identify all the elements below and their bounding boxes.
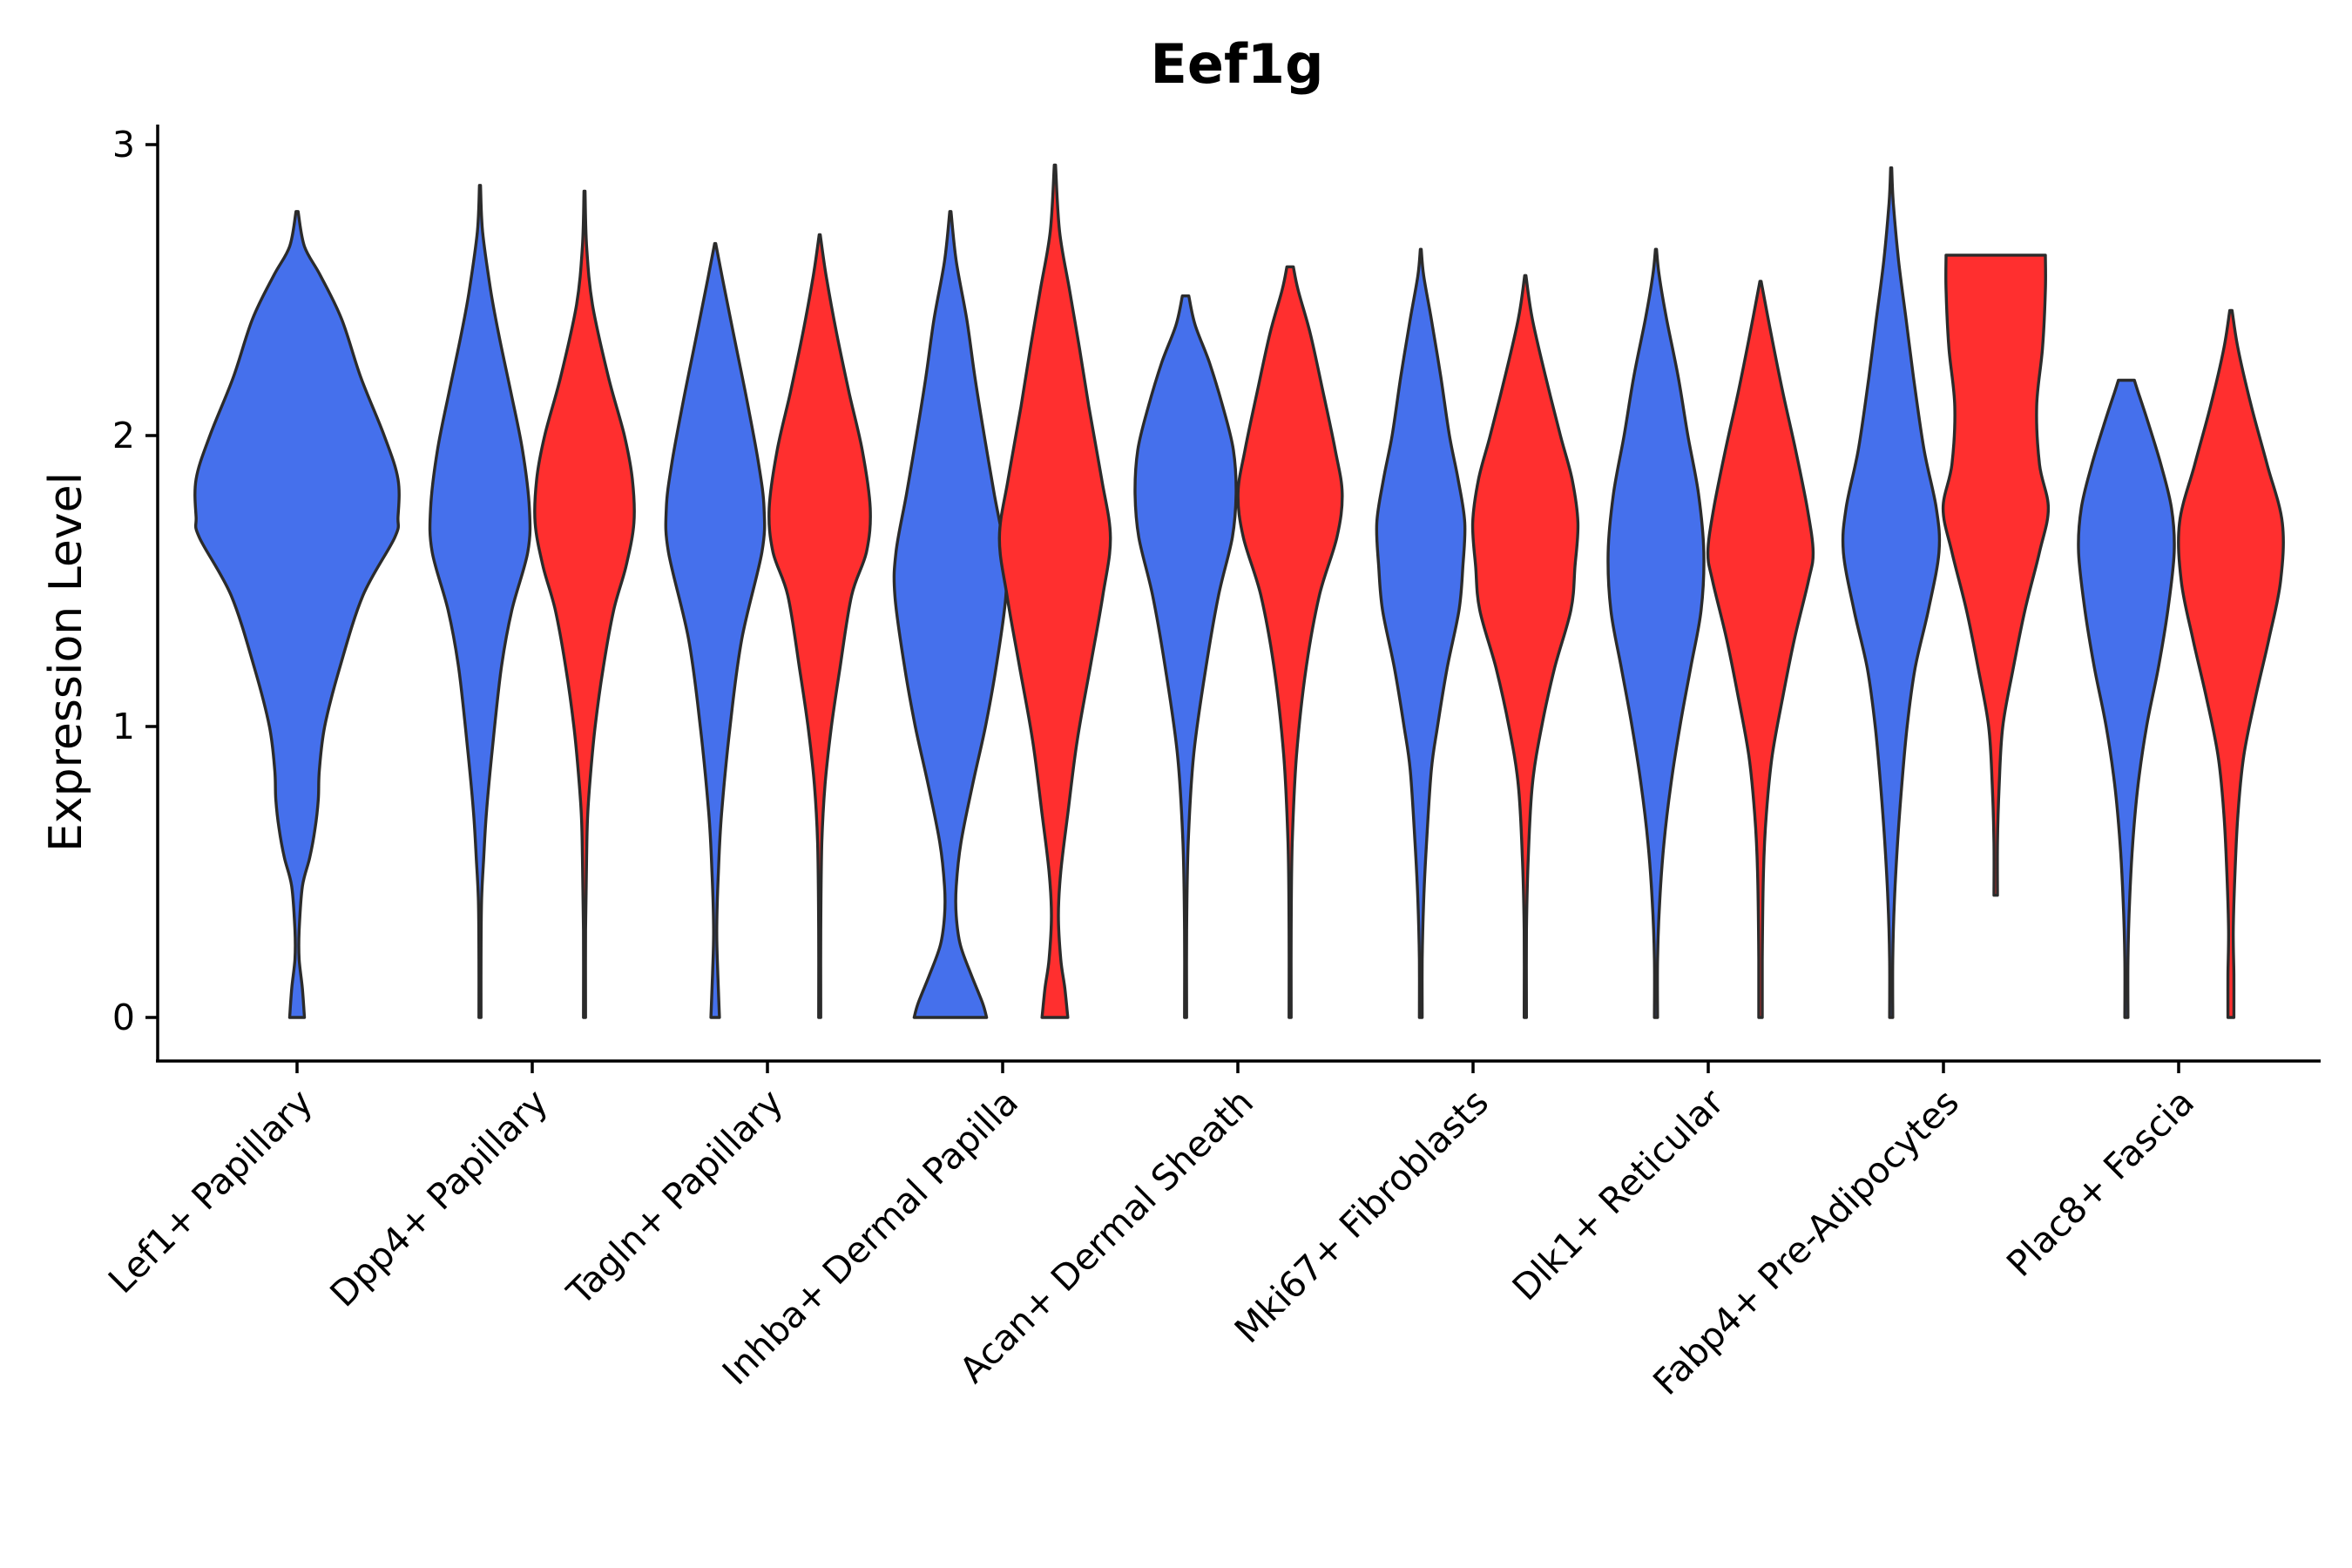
y-tick-label: 0 (112, 997, 135, 1038)
x-tick-label-mki67-fibroblasts: Mki67+ Fibroblasts (1227, 1081, 1497, 1351)
violin-inhba-dermal-papilla-group1 (892, 210, 1009, 1019)
x-tick-label-tagln-papillary: Tagln+ Papillary (558, 1081, 791, 1314)
violin-mki67-fibroblasts-group2 (1470, 274, 1580, 1019)
x-ticks: Lef1+ Papillary Dpp4+ Papillary Tagln+ Pap… (100, 1061, 2202, 1403)
violin-group (193, 163, 2285, 1019)
violin-dlk1-reticular-group1 (1606, 247, 1706, 1019)
y-ticks: 0 1 2 3 (112, 124, 158, 1038)
x-tick-label-dpp4-papillary: Dpp4+ Papillary (322, 1081, 556, 1315)
violin-plac8-fascia-group1 (2077, 378, 2176, 1019)
violin-dpp4-papillary-group1 (428, 184, 532, 1019)
violin-tagln-papillary-group2 (767, 233, 872, 1019)
y-tick-label: 2 (112, 415, 135, 456)
x-tick-label-lef1-papillary: Lef1+ Papillary (100, 1081, 321, 1301)
violin-dlk1-reticular-group2 (1706, 280, 1815, 1019)
violin-fabp4-pre-adipocytes-group1 (1841, 166, 1942, 1019)
violin-lef1-papillary-group1 (193, 210, 401, 1019)
violin-acan-dermal-sheath-group1 (1133, 294, 1238, 1019)
violin-inhba-dermal-papilla-group2 (997, 163, 1112, 1019)
y-tick-label: 3 (112, 124, 135, 166)
violin-fabp4-pre-adipocytes-group2 (1941, 253, 2051, 897)
y-axis-label: Expression Level (40, 472, 92, 852)
violin-mki67-fibroblasts-group1 (1375, 247, 1467, 1019)
violin-tagln-papillary-group1 (664, 241, 767, 1019)
x-tick-label-plac8-fascia: Plac8+ Fascia (1998, 1081, 2202, 1285)
chart-title: Eef1g (1151, 32, 1324, 96)
violin-plac8-fascia-group2 (2177, 308, 2285, 1019)
x-tick-label-dlk1-reticular: Dlk1+ Reticular (1504, 1081, 1732, 1308)
violin-acan-dermal-sheath-group2 (1236, 265, 1344, 1019)
violin-dpp4-papillary-group2 (533, 189, 636, 1019)
y-tick-label: 1 (112, 706, 135, 747)
